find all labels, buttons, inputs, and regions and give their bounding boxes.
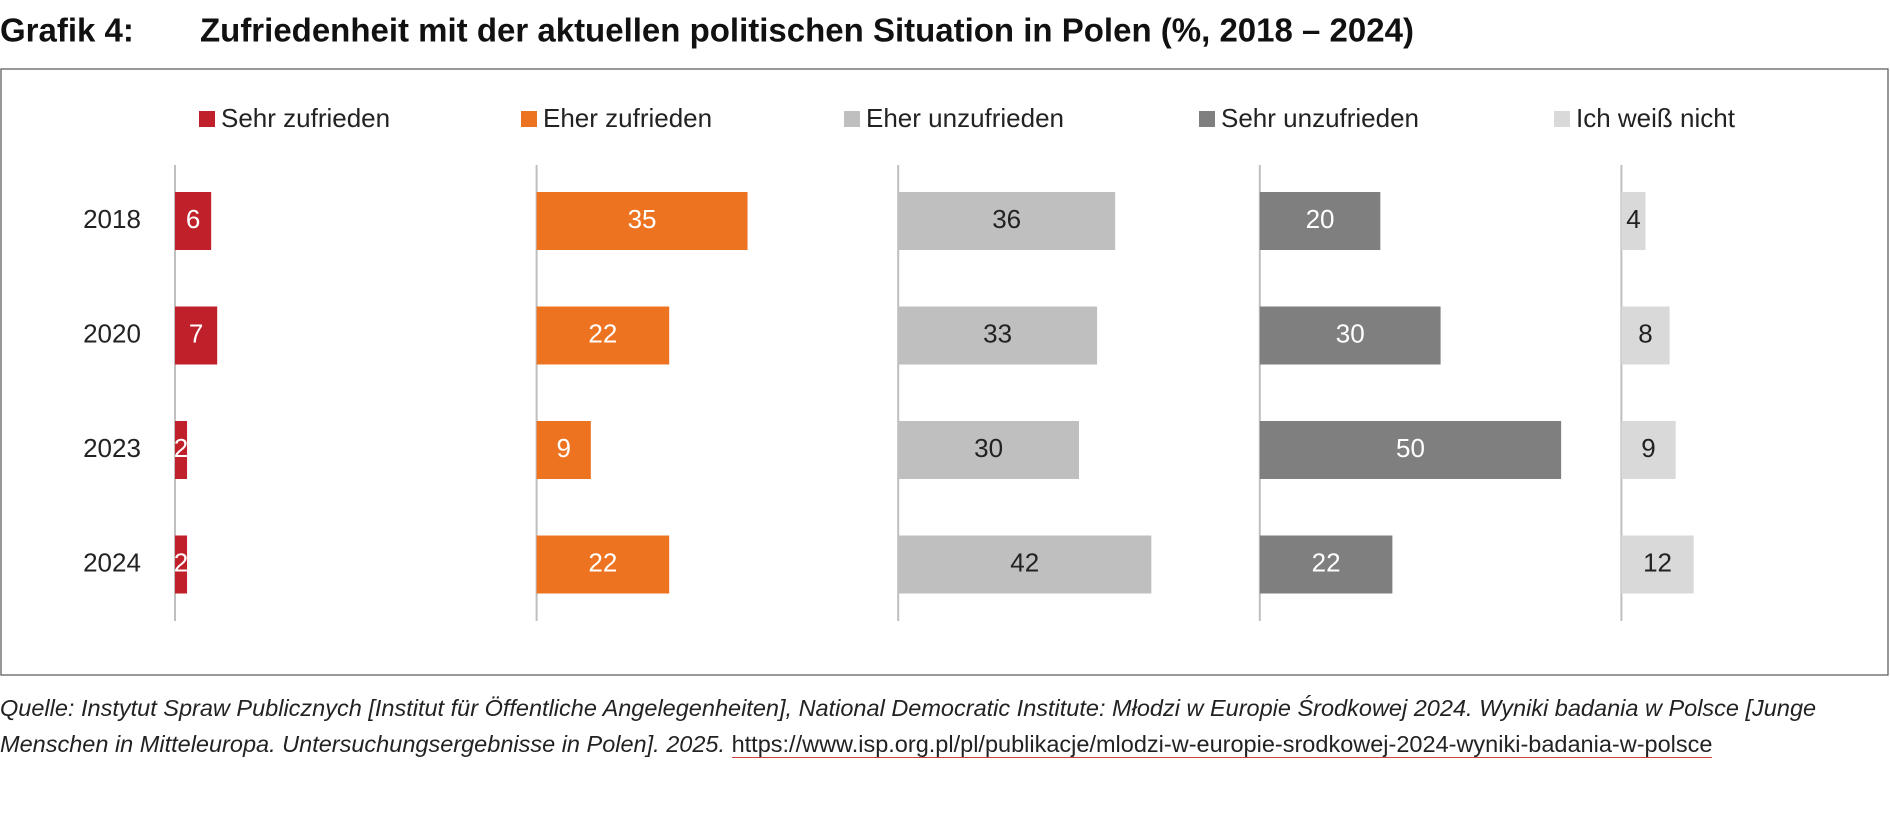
bar <box>1259 535 1393 594</box>
legend-swatch <box>1554 111 1570 127</box>
legend-label: Sehr zufrieden <box>221 103 390 133</box>
data-label: 9 <box>556 433 570 463</box>
data-label: 35 <box>628 204 657 234</box>
bar <box>898 192 1116 250</box>
bar <box>1621 306 1670 365</box>
data-label: 30 <box>974 433 1003 463</box>
data-label: 22 <box>588 318 617 348</box>
legend-label: Eher unzufrieden <box>866 103 1064 133</box>
bar <box>536 306 670 365</box>
data-label: 20 <box>1306 204 1335 234</box>
bar <box>536 421 591 479</box>
data-label: 22 <box>588 547 617 577</box>
data-label: 42 <box>1010 547 1039 577</box>
data-label: 30 <box>1336 318 1365 348</box>
data-label: 4 <box>1626 204 1640 234</box>
bar <box>898 421 1079 479</box>
legend-label: Ich weiß nicht <box>1576 103 1736 133</box>
y-tick-label: 2020 <box>83 318 141 348</box>
legend-swatch <box>1199 111 1215 127</box>
data-label: 2 <box>174 547 188 577</box>
y-tick-label: 2024 <box>83 547 141 577</box>
bar <box>1621 192 1646 250</box>
bar <box>1259 192 1381 250</box>
legend-label: Eher zufrieden <box>543 103 712 133</box>
source-link[interactable]: https://www.isp.org.pl/pl/publikacje/mlo… <box>731 731 1713 758</box>
bar <box>898 535 1152 594</box>
bar <box>536 192 748 250</box>
data-label: 6 <box>186 204 200 234</box>
bar <box>536 535 670 594</box>
legend-swatch <box>521 111 537 127</box>
bar <box>898 306 1098 365</box>
data-label: 8 <box>1638 318 1652 348</box>
data-label: 2 <box>174 433 188 463</box>
figure-label: Grafik 4: <box>0 12 134 49</box>
bar <box>175 306 218 365</box>
source-text: Quelle: Instytut Spraw Publicznych [Inst… <box>0 695 1817 757</box>
bar <box>1621 421 1676 479</box>
y-tick-label: 2018 <box>83 204 141 234</box>
data-label: 7 <box>189 318 203 348</box>
chart-frame <box>0 68 1889 676</box>
bar <box>1259 421 1562 479</box>
data-label: 9 <box>1641 433 1655 463</box>
chart: Grafik 4: Zufriedenheit mit der aktuelle… <box>0 12 1889 676</box>
source: Quelle: Instytut Spraw Publicznych [Inst… <box>0 690 1888 762</box>
bar <box>1259 306 1441 365</box>
y-tick-label: 2023 <box>83 433 141 463</box>
data-label: 12 <box>1643 547 1672 577</box>
legend-label: Sehr unzufrieden <box>1221 103 1419 133</box>
chart-title: Zufriedenheit mit der aktuellen politisc… <box>200 12 1414 49</box>
data-label: 36 <box>992 204 1021 234</box>
bar <box>175 192 212 250</box>
bar <box>175 421 188 479</box>
data-label: 33 <box>983 318 1012 348</box>
legend-swatch <box>844 111 860 127</box>
data-label: 22 <box>1312 547 1341 577</box>
data-label: 50 <box>1396 433 1425 463</box>
bar <box>1621 535 1694 594</box>
bar <box>175 535 188 594</box>
legend-swatch <box>199 111 215 127</box>
